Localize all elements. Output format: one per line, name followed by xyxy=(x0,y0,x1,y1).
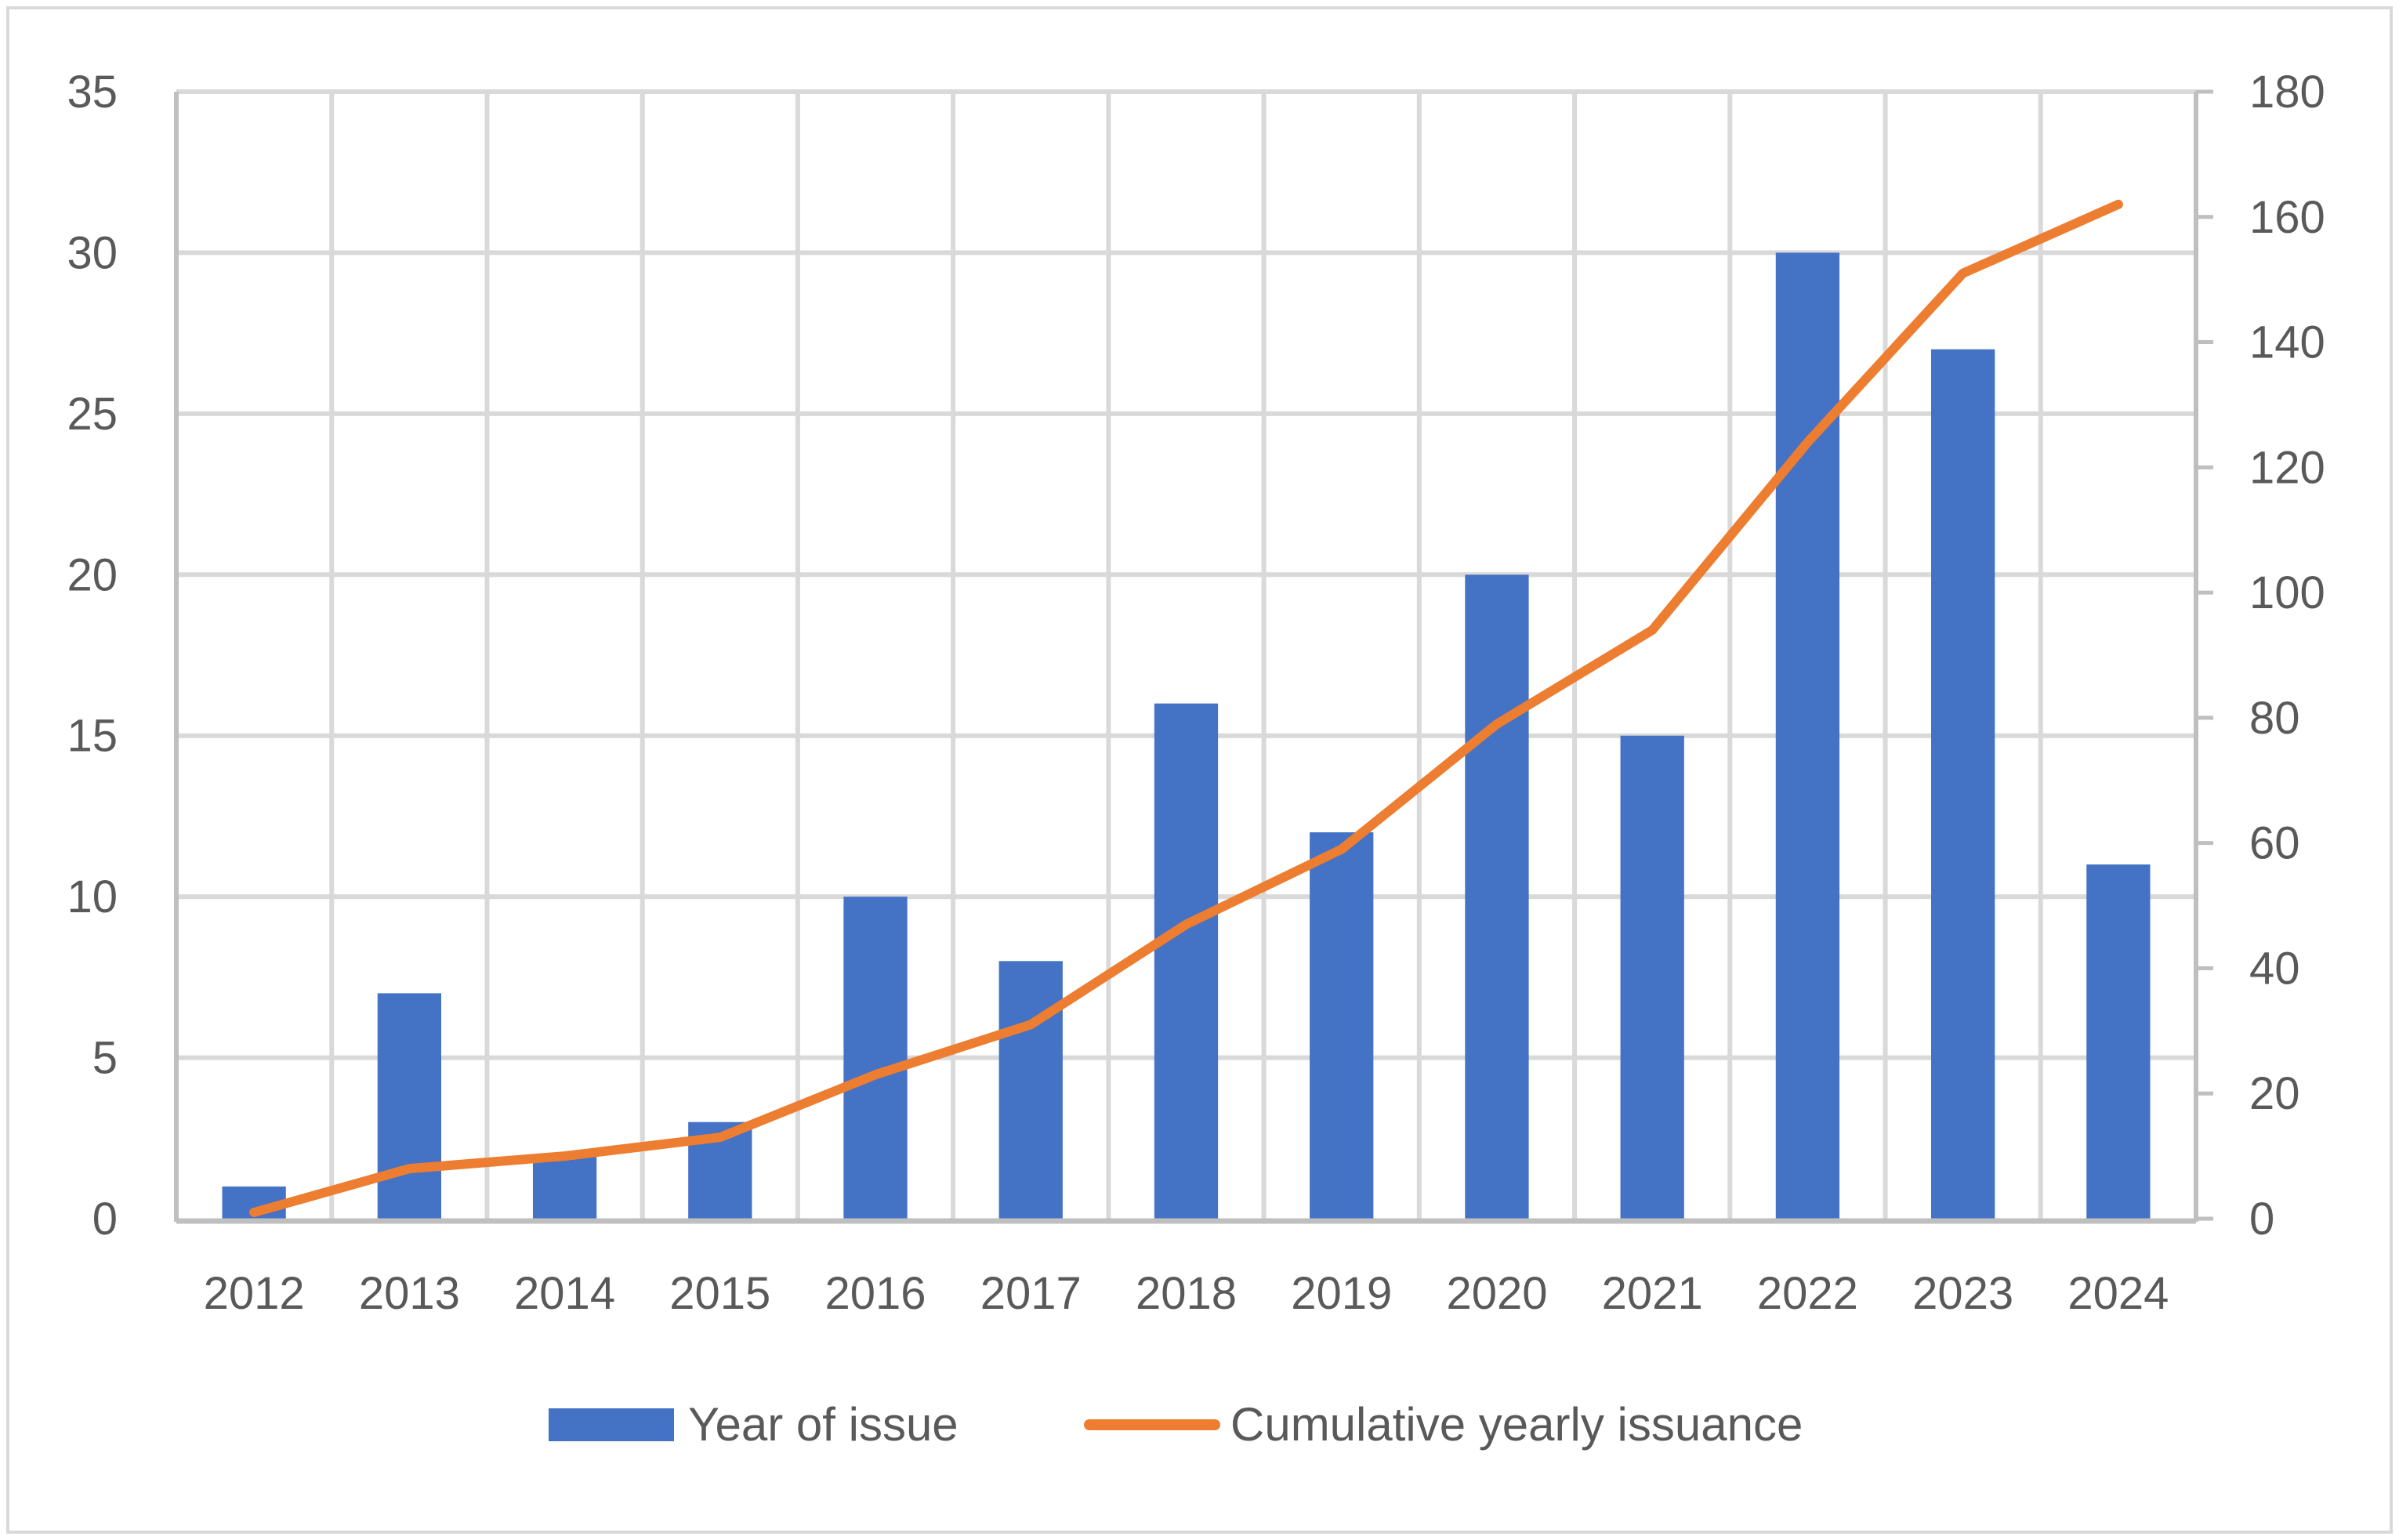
x-tick-label: 2023 xyxy=(1912,1268,2013,1319)
legend: Year of issue Cumulative yearly issuance xyxy=(549,1398,1803,1451)
bar-2024 xyxy=(2086,864,2151,1219)
y-right-tick-label: 40 xyxy=(2249,943,2300,994)
y-right-tick-label: 180 xyxy=(2249,67,2325,118)
x-tick-label: 2021 xyxy=(1602,1268,1703,1319)
line-series xyxy=(249,199,2123,1218)
x-tick-label: 2019 xyxy=(1291,1268,1392,1319)
x-tick-label: 2015 xyxy=(669,1268,770,1319)
x-tick-label: 2020 xyxy=(1446,1268,1547,1319)
bar-2021 xyxy=(1620,735,1684,1219)
x-tick-label: 2017 xyxy=(980,1268,1082,1319)
legend-label-bar: Year of issue xyxy=(688,1398,959,1451)
x-tick-label: 2013 xyxy=(359,1268,460,1319)
x-tick-label: 2014 xyxy=(514,1268,615,1319)
x-tick-label: 2024 xyxy=(2067,1268,2169,1319)
bar-2013 xyxy=(377,993,441,1219)
y-left-tick-label: 15 xyxy=(67,711,118,762)
y-left-tick-label: 25 xyxy=(67,389,118,440)
y-left-tick-label: 20 xyxy=(67,549,118,600)
y-right-tick-label: 20 xyxy=(2249,1068,2300,1119)
bar-2016 xyxy=(843,897,908,1219)
y-right-tick-label: 120 xyxy=(2249,442,2325,493)
axes xyxy=(174,89,2213,1224)
x-tick-label: 2016 xyxy=(825,1268,926,1319)
bar-2020 xyxy=(1465,574,1529,1219)
x-tick-label: 2018 xyxy=(1136,1268,1237,1319)
y-right-tick-label: 0 xyxy=(2249,1194,2274,1245)
bar-2019 xyxy=(1310,832,1374,1219)
bar-2018 xyxy=(1154,703,1219,1219)
y-left-tick-label: 5 xyxy=(92,1033,118,1084)
bar-2023 xyxy=(1931,349,1995,1219)
bar-2017 xyxy=(998,961,1063,1219)
legend-swatch-bar xyxy=(549,1408,674,1441)
x-tick-label: 2022 xyxy=(1757,1268,1858,1319)
y-left-tick-label: 30 xyxy=(67,227,118,278)
gridlines xyxy=(176,89,2196,1219)
y-right-tick-label: 100 xyxy=(2249,567,2325,618)
bar-2022 xyxy=(1775,252,1840,1219)
tick-labels: 0 5 10 15 20 25 30 35 0 20 40 60 80 100 120 140 160 180 20… xyxy=(67,67,2325,1319)
bar-2014 xyxy=(532,1154,597,1219)
y-right-tick-label: 160 xyxy=(2249,192,2325,243)
bar-series xyxy=(222,252,2151,1219)
y-right-tick-label: 60 xyxy=(2249,818,2300,869)
y-left-tick-label: 0 xyxy=(92,1194,118,1245)
y-left-tick-label: 35 xyxy=(67,67,118,118)
legend-label-line: Cumulative yearly issuance xyxy=(1230,1398,1803,1451)
y-left-tick-label: 10 xyxy=(67,871,118,922)
x-tick-label: 2012 xyxy=(204,1268,305,1319)
y-right-tick-label: 140 xyxy=(2249,317,2325,368)
y-right-tick-label: 80 xyxy=(2249,693,2300,744)
